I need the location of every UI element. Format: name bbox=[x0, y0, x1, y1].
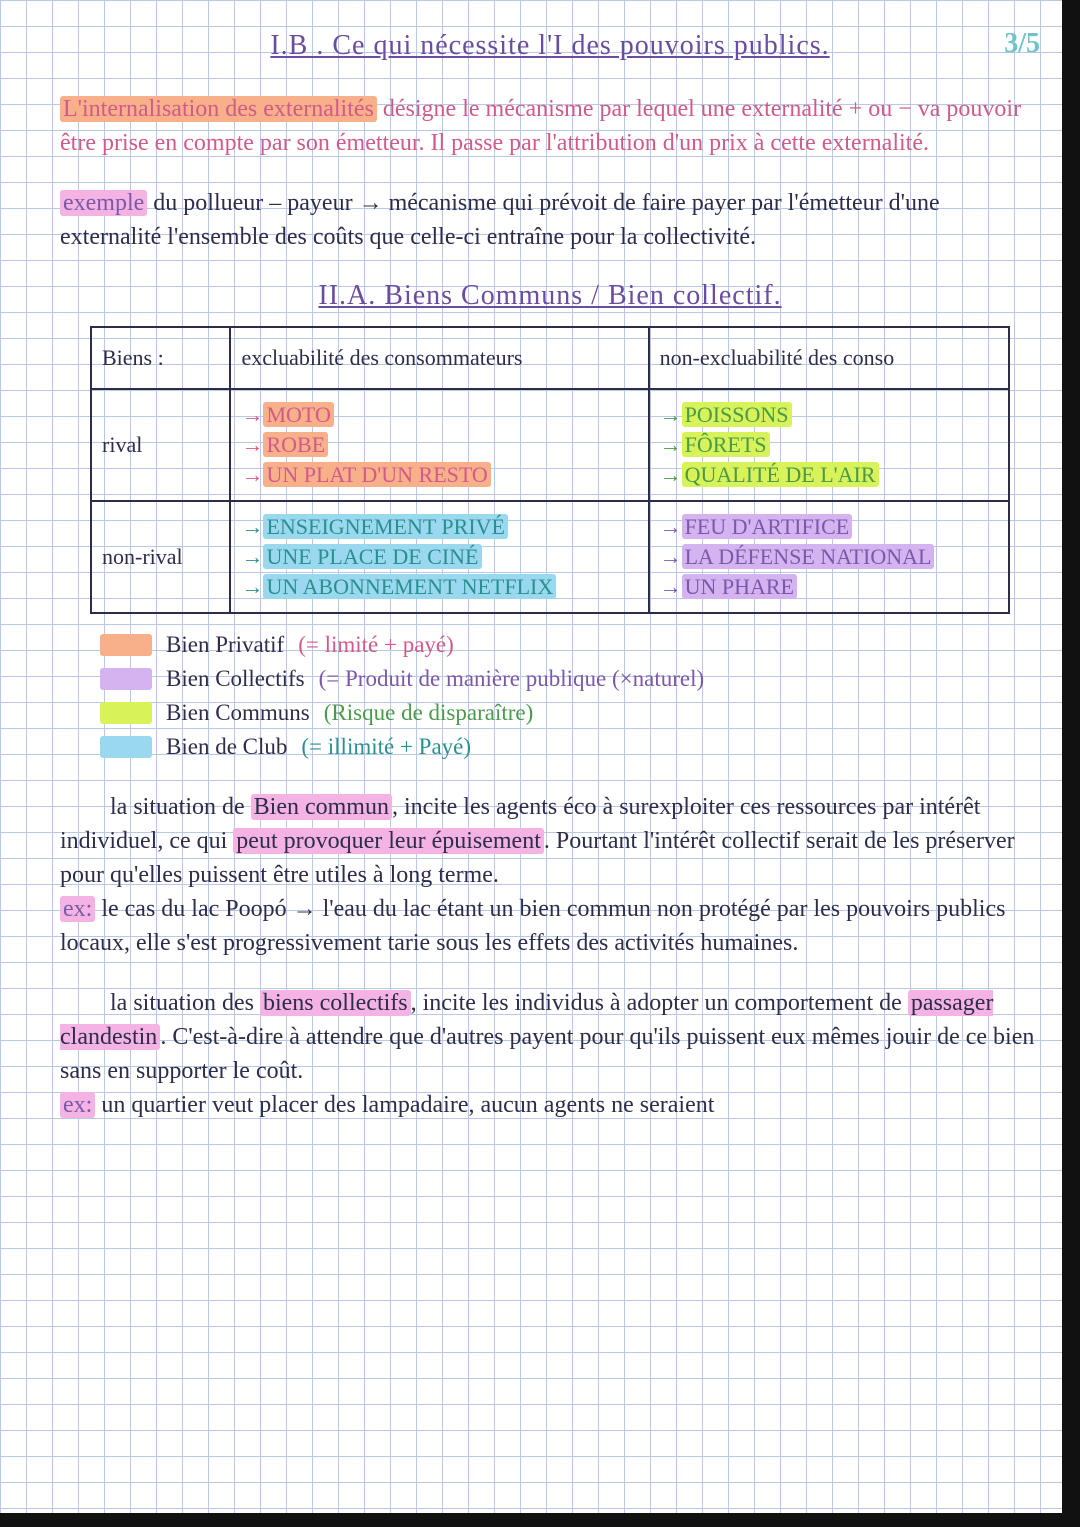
table-cell-item: →ENSEIGNEMENT PRIVÉ bbox=[241, 514, 637, 540]
arrow-icon: → bbox=[660, 432, 682, 458]
legend: Bien Privatif (= limité + payé)Bien Coll… bbox=[100, 628, 1040, 764]
heading-2: II.A. Biens Communs / Bien collectif. bbox=[60, 280, 1040, 312]
text: la situation des bbox=[110, 990, 260, 1016]
highlight-item: FÔRETS bbox=[682, 432, 770, 457]
highlight-phrase: peut provoquer leur épuisement bbox=[233, 828, 544, 854]
paragraph-text: du pollueur – payeur → mécanisme qui pré… bbox=[60, 190, 940, 250]
highlight-term: Bien commun bbox=[251, 794, 392, 820]
legend-name: Bien Communs bbox=[166, 696, 310, 730]
table-row-label: non-rival bbox=[92, 502, 231, 612]
example-text: le cas du lac Poopó → l'eau du lac étant… bbox=[60, 896, 1005, 956]
text: . C'est-à-dire à attendre que d'autres p… bbox=[60, 1024, 1034, 1084]
legend-row: Bien Privatif (= limité + payé) bbox=[100, 628, 1040, 662]
table-cell-item: →MOTO bbox=[241, 402, 637, 428]
table-row: rival→MOTO→ROBE→UN PLAT D'UN RESTO→POISS… bbox=[92, 388, 1008, 500]
table-header: non-excluabilité des conso bbox=[650, 328, 1008, 388]
arrow-icon: → bbox=[241, 514, 263, 540]
table-cell-item: →POISSONS bbox=[660, 402, 998, 428]
heading-1: I.B . Ce qui nécessite l'I des pouvoirs … bbox=[60, 30, 1040, 62]
arrow-icon: → bbox=[241, 462, 263, 488]
legend-name: Bien Collectifs bbox=[166, 662, 305, 696]
example-text: un quartier veut placer des lampadaire, … bbox=[95, 1092, 714, 1118]
highlight-item: QUALITÉ DE L'AIR bbox=[682, 462, 879, 487]
legend-note: (= Produit de manière publique (×naturel… bbox=[319, 662, 705, 696]
table-row: non-rival→ENSEIGNEMENT PRIVÉ→UNE PLACE D… bbox=[92, 500, 1008, 612]
legend-name: Bien de Club bbox=[166, 730, 287, 764]
arrow-icon: → bbox=[660, 544, 682, 570]
page-number: 3/5 bbox=[1004, 28, 1040, 60]
paragraph-bien-collectif: la situation des biens collectifs, incit… bbox=[60, 986, 1040, 1122]
highlight-item: UN PHARE bbox=[682, 574, 797, 599]
legend-swatch bbox=[100, 736, 152, 758]
arrow-icon: → bbox=[660, 462, 682, 488]
text: , incite les individus à adopter un comp… bbox=[411, 990, 908, 1016]
table-cell-item: →UN PLAT D'UN RESTO bbox=[241, 462, 637, 488]
notebook-page: 3/5 I.B . Ce qui nécessite l'I des pouvo… bbox=[0, 0, 1080, 1527]
paragraph-bien-commun: la situation de Bien commun, incite les … bbox=[60, 790, 1040, 960]
legend-name: Bien Privatif bbox=[166, 628, 284, 662]
table-header: excluabilité des consommateurs bbox=[231, 328, 649, 388]
table-header: Biens : bbox=[92, 328, 231, 388]
table-cell-item: →FEU D'ARTIFICE bbox=[660, 514, 998, 540]
arrow-icon: → bbox=[660, 574, 682, 600]
paragraph-exemple: exemple du pollueur – payeur → mécanisme… bbox=[60, 186, 1040, 254]
highlight-item: ROBE bbox=[263, 432, 328, 457]
highlight-term: L'internalisation des externalités bbox=[60, 96, 377, 122]
arrow-icon: → bbox=[660, 402, 682, 428]
arrow-icon: → bbox=[241, 402, 263, 428]
legend-row: Bien de Club (= illimité + Payé) bbox=[100, 730, 1040, 764]
table-cell-item: →LA DÉFENSE NATIONAL bbox=[660, 544, 998, 570]
legend-note: (= limité + payé) bbox=[298, 628, 454, 662]
table-cell-item: →UN ABONNEMENT NETFLIX bbox=[241, 574, 637, 600]
legend-row: Bien Communs (Risque de disparaître) bbox=[100, 696, 1040, 730]
table-cell-item: →QUALITÉ DE L'AIR bbox=[660, 462, 998, 488]
highlight-item: FEU D'ARTIFICE bbox=[682, 514, 853, 539]
arrow-icon: → bbox=[660, 514, 682, 540]
table-cell-item: →ROBE bbox=[241, 432, 637, 458]
goods-table: Biens :excluabilité des consommateursnon… bbox=[90, 326, 1010, 614]
example-label: ex: bbox=[60, 1092, 95, 1118]
arrow-icon: → bbox=[241, 432, 263, 458]
arrow-icon: → bbox=[241, 574, 263, 600]
legend-note: (Risque de disparaître) bbox=[324, 696, 533, 730]
page-edge-right bbox=[1062, 0, 1080, 1527]
highlight-item: UN ABONNEMENT NETFLIX bbox=[263, 574, 556, 599]
highlight-exemple: exemple bbox=[60, 190, 147, 216]
legend-swatch bbox=[100, 702, 152, 724]
table-cell-item: →UNE PLACE DE CINÉ bbox=[241, 544, 637, 570]
example-label: ex: bbox=[60, 896, 95, 922]
highlight-item: ENSEIGNEMENT PRIVÉ bbox=[263, 514, 508, 539]
highlight-item: POISSONS bbox=[682, 402, 792, 427]
text: la situation de bbox=[110, 794, 251, 820]
highlight-item: UN PLAT D'UN RESTO bbox=[263, 462, 490, 487]
page-edge-bottom bbox=[0, 1513, 1080, 1527]
highlight-item: MOTO bbox=[263, 402, 333, 427]
table-cell-item: →FÔRETS bbox=[660, 432, 998, 458]
legend-swatch bbox=[100, 668, 152, 690]
highlight-item: UNE PLACE DE CINÉ bbox=[263, 544, 481, 569]
table-row-label: rival bbox=[92, 390, 231, 500]
legend-row: Bien Collectifs (= Produit de manière pu… bbox=[100, 662, 1040, 696]
highlight-item: LA DÉFENSE NATIONAL bbox=[682, 544, 935, 569]
table-cell-item: →UN PHARE bbox=[660, 574, 998, 600]
arrow-icon: → bbox=[241, 544, 263, 570]
highlight-term: biens collectifs bbox=[260, 990, 411, 1016]
paragraph-internalisation: L'internalisation des externalités désig… bbox=[60, 92, 1040, 160]
legend-note: (= illimité + Payé) bbox=[301, 730, 471, 764]
legend-swatch bbox=[100, 634, 152, 656]
